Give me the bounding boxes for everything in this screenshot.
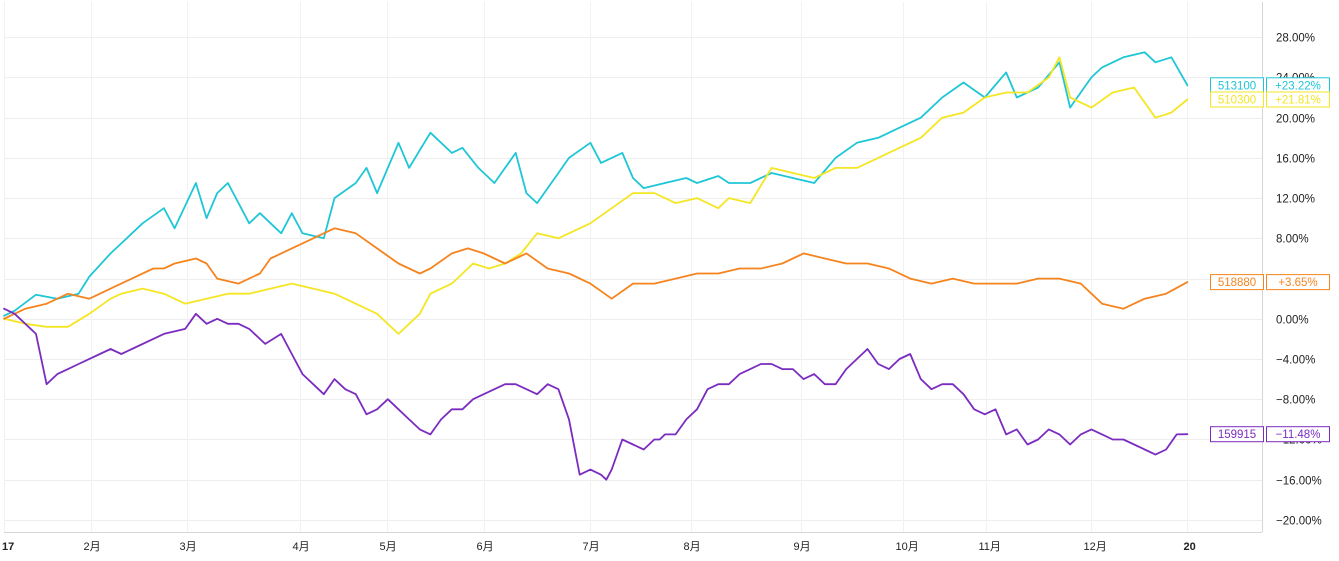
series-value-box (1266, 274, 1330, 291)
x-tick-label: 4月 (293, 541, 310, 553)
series-line-159915 (3, 307, 1189, 481)
y-tick-label: −8.00% (1276, 395, 1315, 407)
series-line-513100 (3, 51, 1189, 317)
y-tick-label: 20.00% (1276, 114, 1315, 126)
series-line-518880 (3, 227, 1189, 320)
series-line-510300 (3, 56, 1189, 335)
y-tick-label: −20.00% (1276, 516, 1322, 528)
x-tick-label: 11月 (979, 541, 1001, 553)
axis-layer: 28.00%24.00%20.00%16.00%12.00%8.00%4.00%… (2, 2, 1322, 553)
x-tick-label: 2月 (84, 541, 101, 553)
x-tick-label: 3月 (180, 541, 197, 553)
tag-layer: 513100 +23.22% 510300 +21.81% 518880 +3.65% 15… (1210, 77, 1330, 443)
series-layer (3, 51, 1189, 481)
x-tick-label: 9月 (794, 541, 811, 553)
y-tick-label: 16.00% (1276, 154, 1315, 166)
series-value-box (1266, 426, 1330, 443)
series-name-box (1210, 274, 1264, 291)
series-value-label: −11.48% (1276, 429, 1321, 441)
series-name-box (1210, 426, 1264, 443)
end-tag-518880: 518880 +3.65% (1210, 274, 1330, 291)
x-tick-label: 8月 (684, 541, 701, 553)
y-tick-label: 0.00% (1276, 315, 1309, 327)
x-tick-label: 20 (1184, 541, 1196, 553)
x-tick-label: 12月 (1084, 541, 1107, 553)
series-value-box (1266, 91, 1330, 108)
x-tick-label: 10月 (896, 541, 919, 553)
series-name-label: 513100 (1218, 80, 1256, 92)
end-tag-510300: 510300 +21.81% (1210, 91, 1330, 108)
y-tick-label: −4.00% (1276, 355, 1315, 367)
y-tick-label: 8.00% (1276, 234, 1309, 246)
end-tag-159915: 159915 −11.48% (1210, 426, 1330, 443)
series-value-label: +21.81% (1275, 95, 1321, 107)
series-name-label: 510300 (1218, 95, 1256, 107)
series-name-label: 159915 (1218, 429, 1256, 441)
x-tick-label: 7月 (583, 541, 600, 553)
series-name-label: 518880 (1218, 277, 1256, 289)
y-tick-label: −16.00% (1276, 476, 1322, 488)
x-tick-label: 17 (2, 541, 14, 553)
x-tick-label: 5月 (380, 541, 397, 553)
y-tick-label: 28.00% (1276, 33, 1315, 45)
grid-layer (4, 2, 1262, 532)
x-tick-label: 6月 (477, 541, 494, 553)
end-tag-513100: 513100 +23.22% (1210, 77, 1330, 94)
series-value-label: +3.65% (1278, 277, 1317, 289)
series-name-box (1210, 91, 1264, 108)
series-value-label: +23.22% (1275, 80, 1321, 92)
y-tick-label: 12.00% (1276, 194, 1315, 206)
